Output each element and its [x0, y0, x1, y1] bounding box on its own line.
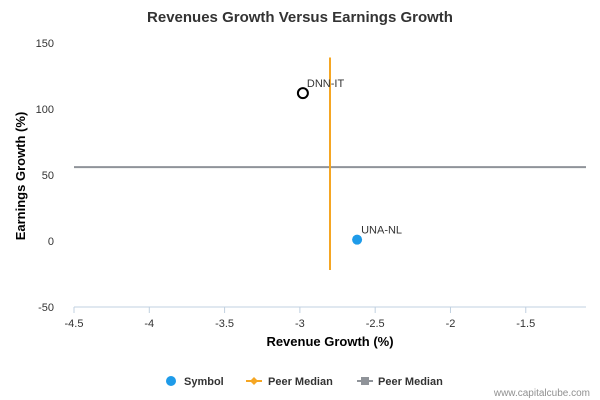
legend-item[interactable]: Symbol	[166, 376, 224, 388]
point-label-una-nl: UNA-NL	[361, 225, 402, 237]
y-tick-label: 150	[36, 38, 54, 50]
legend-label: Symbol	[184, 376, 224, 388]
legend-item[interactable]: Peer Median	[246, 376, 333, 388]
x-tick-label: -1.5	[516, 318, 535, 330]
x-tick-label: -4.5	[65, 318, 84, 330]
legend-item[interactable]: Peer Median	[357, 376, 443, 388]
legend-square-marker	[361, 377, 369, 385]
x-tick-label: -4	[144, 318, 154, 330]
y-tick-label: 0	[48, 236, 54, 248]
legend-diamond-marker	[250, 377, 258, 385]
y-tick-label: 100	[36, 104, 54, 116]
point-dnn-it	[296, 87, 309, 100]
point-una-nl	[352, 234, 363, 245]
y-axis-title: Earnings Growth (%)	[13, 112, 28, 241]
x-tick-label: -2.5	[366, 318, 385, 330]
credit-text: www.capitalcube.com	[493, 388, 590, 399]
legend-symbol-marker	[166, 376, 176, 386]
x-tick-label: -2	[446, 318, 456, 330]
y-axis-ticks: 150 100 50 0 -50	[36, 38, 54, 314]
chart-title: Revenues Growth Versus Earnings Growth	[147, 9, 453, 26]
x-axis-ticks: -4.5 -4 -3.5 -3 -2.5 -2 -1.5	[65, 307, 535, 330]
peer-median-lines	[74, 57, 586, 271]
legend-label: Peer Median	[268, 376, 333, 388]
x-tick-label: -3	[295, 318, 305, 330]
y-tick-label: 50	[42, 170, 54, 182]
data-points: DNN-IT UNA-NL	[296, 78, 402, 245]
legend: Symbol Peer Median Peer Median	[166, 376, 443, 388]
point-label-dnn-it: DNN-IT	[307, 78, 345, 90]
legend-label: Peer Median	[378, 376, 443, 388]
y-tick-label: -50	[38, 302, 54, 314]
x-axis-title: Revenue Growth (%)	[266, 334, 393, 349]
x-tick-label: -3.5	[215, 318, 234, 330]
